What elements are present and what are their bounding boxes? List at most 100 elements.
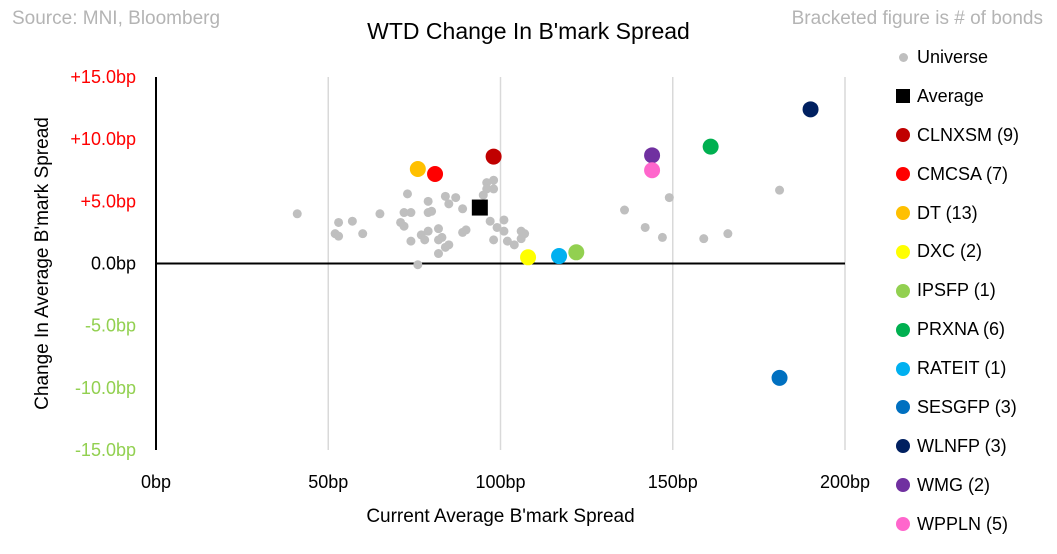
legend-item-universe: Universe bbox=[896, 38, 1056, 77]
point-wmg bbox=[644, 147, 661, 164]
universe-point-29 bbox=[458, 204, 468, 214]
universe-point-34 bbox=[482, 184, 492, 194]
y-tick-label-4: -5.0bp bbox=[85, 316, 136, 336]
universe-point-13 bbox=[413, 260, 423, 270]
y-tick-label-0: +15.0bp bbox=[70, 67, 136, 87]
universe-point-22 bbox=[433, 249, 443, 259]
legend-label-average: Average bbox=[917, 85, 984, 106]
universe-point-49 bbox=[657, 232, 667, 242]
legend-marker-cmcsa bbox=[896, 167, 910, 182]
universe-point-53 bbox=[775, 185, 785, 195]
universe-point-33 bbox=[482, 178, 492, 188]
universe-point-35 bbox=[485, 216, 495, 226]
legend-item-sesgfp: SESGFP (3) bbox=[896, 388, 1056, 427]
universe-point-40 bbox=[499, 215, 509, 225]
legend-marker-rateit bbox=[896, 361, 910, 376]
universe-point-15 bbox=[420, 235, 430, 245]
point-rateit bbox=[551, 248, 568, 265]
legend-marker-dxc bbox=[896, 244, 910, 259]
x-tick-label-0: 0bp bbox=[141, 472, 171, 492]
legend-marker-average bbox=[896, 89, 910, 104]
legend-label-sesgfp: SESGFP (3) bbox=[917, 396, 1017, 417]
legend-marker-wmg bbox=[896, 478, 910, 493]
point-wlnfp bbox=[802, 101, 819, 118]
point-dt bbox=[409, 161, 426, 178]
y-tick-label-6: -15.0bp bbox=[75, 440, 136, 460]
legend-label-ipsfp: IPSFP (1) bbox=[917, 280, 996, 301]
legend-label-wppln: WPPLN (5) bbox=[917, 513, 1009, 534]
point-sesgfp bbox=[771, 369, 788, 386]
universe-point-25 bbox=[440, 191, 450, 201]
legend-item-wmg: WMG (2) bbox=[896, 466, 1056, 505]
scatter-chart: +15.0bp +10.0bp +5.0bp 0.0bp -5.0bp -10.0bp -1… bbox=[32, 67, 870, 527]
universe-point-23 bbox=[437, 232, 447, 242]
legend-marker-clnxsm bbox=[896, 128, 910, 143]
x-tick-label-4: 200bp bbox=[820, 472, 870, 492]
point-wppln bbox=[644, 162, 661, 179]
y-tick-label-5: -10.0bp bbox=[75, 378, 136, 398]
universe-point-19 bbox=[427, 206, 437, 216]
universe-point-51 bbox=[699, 234, 709, 244]
universe-point-36 bbox=[489, 175, 499, 185]
universe-point-20 bbox=[433, 224, 443, 234]
legend-label-dxc: DXC (2) bbox=[917, 241, 983, 262]
universe-point-2 bbox=[334, 217, 344, 227]
universe-point-52 bbox=[723, 229, 733, 239]
y-axis-title: Change In Average B'mark Spread bbox=[32, 117, 53, 410]
universe-point-6 bbox=[375, 209, 385, 219]
legend-label-clnxsm: CLNXSM (9) bbox=[917, 124, 1020, 145]
universe-point-5 bbox=[358, 229, 368, 239]
universe-point-41 bbox=[499, 226, 509, 236]
legend-label-rateit: RATEIT (1) bbox=[917, 358, 1007, 379]
legend-label-dt: DT (13) bbox=[917, 202, 978, 223]
universe-point-17 bbox=[423, 226, 433, 236]
chart-legend: Universe Average CLNXSM (9) CMCSA (7) DT (13… bbox=[896, 38, 1056, 544]
legend-label-universe: Universe bbox=[917, 46, 989, 67]
point-dxc bbox=[520, 249, 537, 266]
legend-marker-wlnfp bbox=[896, 439, 910, 454]
legend-item-average: Average bbox=[896, 77, 1056, 116]
y-tick-label-3: 0.0bp bbox=[91, 254, 136, 274]
legend-label-wmg: WMG (2) bbox=[917, 474, 990, 495]
x-tick-label-3: 150bp bbox=[648, 472, 698, 492]
legend-item-cmcsa: CMCSA (7) bbox=[896, 155, 1056, 194]
x-axis-title: Current Average B'mark Spread bbox=[366, 506, 634, 527]
universe-point-46 bbox=[520, 229, 530, 239]
legend-item-clnxsm: CLNXSM (9) bbox=[896, 116, 1056, 155]
y-tick-label-1: +10.0bp bbox=[70, 129, 136, 149]
legend-item-wlnfp: WLNFP (3) bbox=[896, 427, 1056, 466]
legend-marker-wppln bbox=[896, 517, 910, 532]
legend-marker-dt bbox=[896, 206, 910, 220]
legend-item-dxc: DXC (2) bbox=[896, 232, 1056, 271]
universe-point-3 bbox=[334, 231, 344, 241]
universe-point-42 bbox=[502, 236, 512, 246]
universe-point-43 bbox=[509, 240, 519, 250]
universe-point-18 bbox=[423, 196, 433, 206]
universe-point-4 bbox=[347, 216, 357, 226]
universe-point-8 bbox=[399, 208, 409, 218]
average-point bbox=[471, 199, 488, 216]
universe-point-26 bbox=[444, 240, 454, 250]
x-tick-label-2: 100bp bbox=[475, 472, 525, 492]
legend-marker-ipsfp bbox=[896, 283, 910, 298]
universe-point-28 bbox=[451, 193, 461, 203]
legend-marker-sesgfp bbox=[896, 400, 910, 415]
source-note: Source: MNI, Bloomberg bbox=[12, 8, 221, 29]
point-clnxsm bbox=[485, 148, 502, 165]
y-tick-label-2: +5.0bp bbox=[80, 191, 136, 211]
legend-item-wppln: WPPLN (5) bbox=[896, 505, 1056, 544]
point-ipsfp bbox=[568, 244, 585, 261]
legend-label-wlnfp: WLNFP (3) bbox=[917, 435, 1007, 456]
bracket-note: Bracketed figure is # of bonds bbox=[791, 8, 1043, 29]
universe-point-47 bbox=[620, 205, 630, 215]
universe-point-9 bbox=[399, 221, 409, 231]
point-cmcsa bbox=[427, 165, 444, 182]
legend-item-rateit: RATEIT (1) bbox=[896, 349, 1056, 388]
universe-point-31 bbox=[461, 225, 471, 235]
universe-point-27 bbox=[444, 199, 454, 209]
universe-point-38 bbox=[489, 235, 499, 245]
legend-label-cmcsa: CMCSA (7) bbox=[917, 163, 1009, 184]
legend-label-prxna: PRXNA (6) bbox=[917, 319, 1006, 340]
universe-point-0 bbox=[292, 209, 302, 219]
x-tick-label-1: 50bp bbox=[308, 472, 348, 492]
